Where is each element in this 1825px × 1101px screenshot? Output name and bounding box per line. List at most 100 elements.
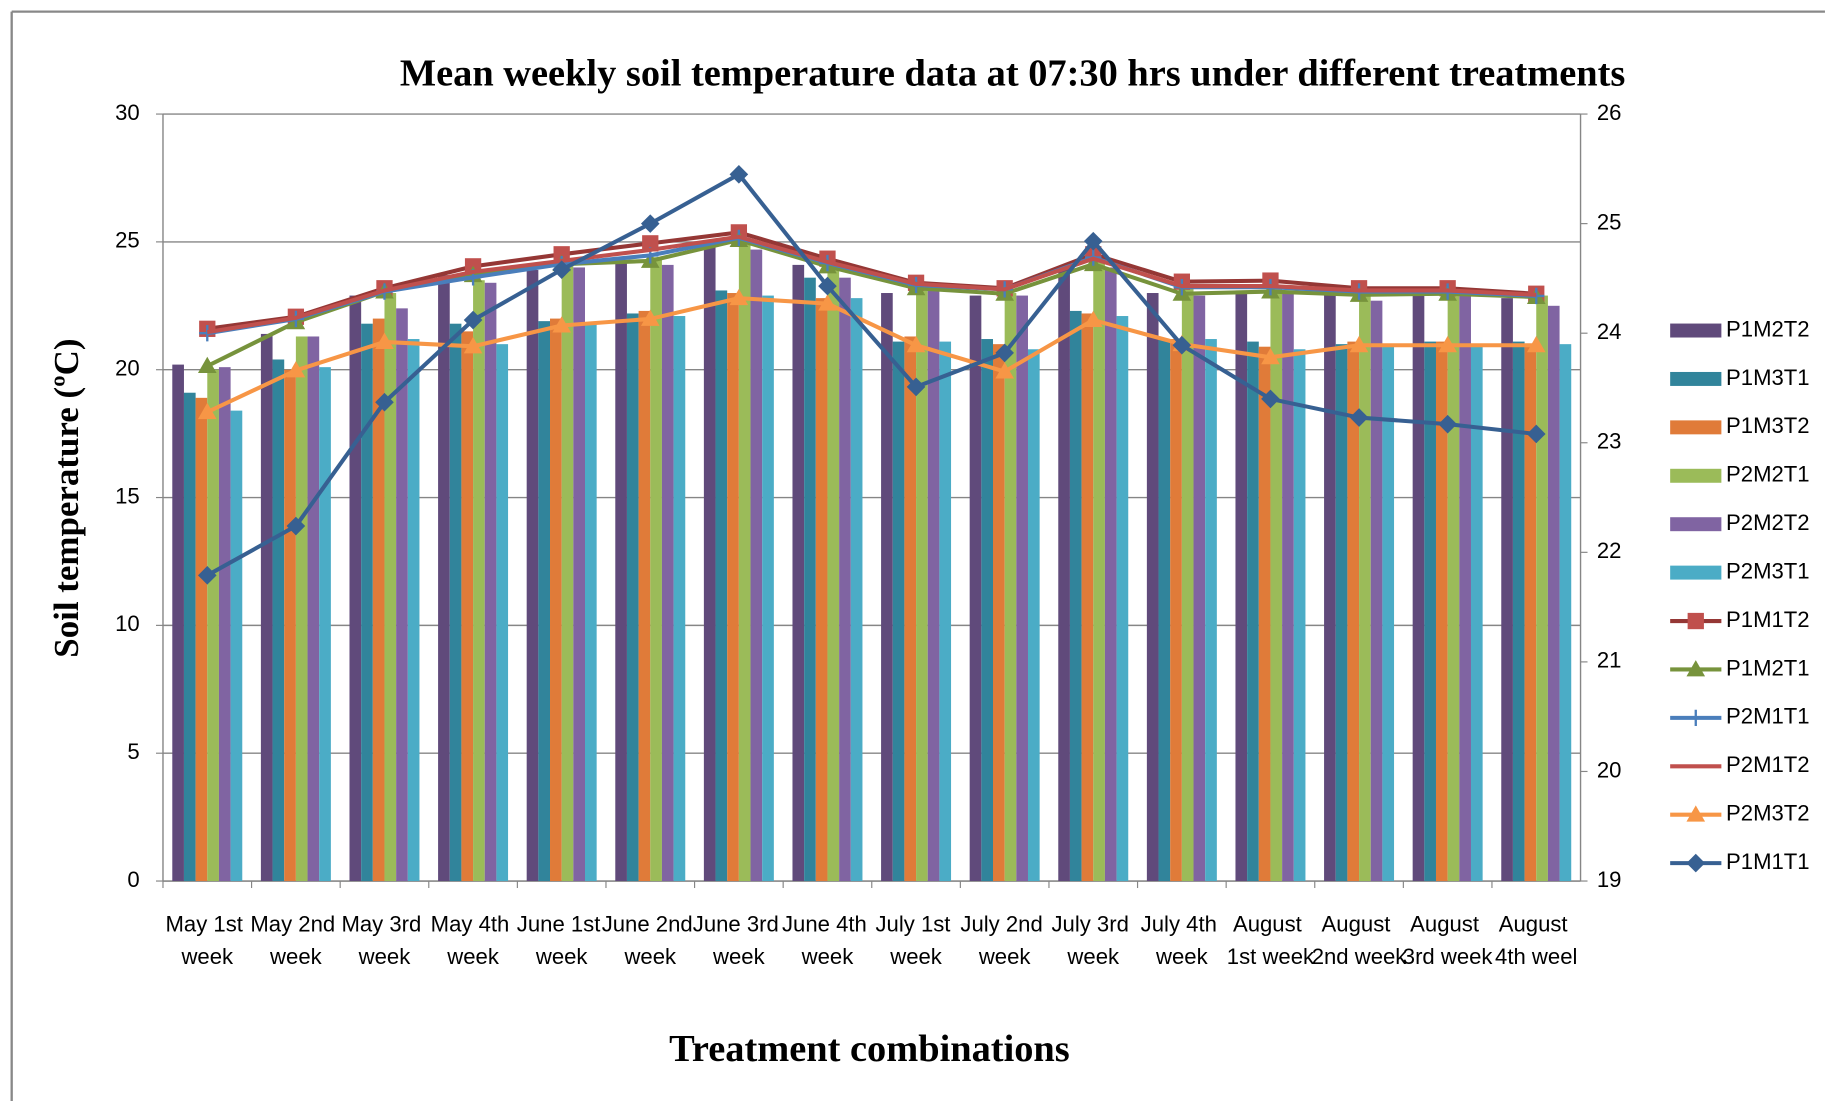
bar: [349, 295, 362, 882]
bar: [1536, 295, 1548, 882]
line-marker: [640, 214, 660, 233]
bar: [1069, 310, 1082, 882]
bar: [1270, 285, 1283, 882]
legend-entry: P2M2T2: [1670, 510, 1810, 535]
bar: [1016, 295, 1028, 882]
bar: [939, 341, 952, 882]
bar: [195, 397, 208, 882]
bar: [1501, 298, 1513, 882]
bar: [927, 290, 940, 882]
y2-tick-label: 23: [1597, 429, 1622, 454]
bar: [892, 341, 905, 882]
bar: [484, 282, 497, 882]
bar: [496, 344, 509, 882]
line-marker: [906, 335, 926, 353]
bar: [207, 369, 219, 882]
bar: [1081, 313, 1094, 882]
line-marker: [995, 362, 1014, 379]
bar: [1181, 285, 1194, 882]
line-marker: [1261, 347, 1280, 365]
legend-swatch: [1670, 323, 1722, 338]
legend-label: P2M1T1: [1726, 704, 1810, 729]
bar: [1027, 349, 1040, 882]
x-tick-label: May 2nd week: [250, 911, 341, 969]
line-marker: [197, 356, 217, 374]
x-tick-label: June 3rd week: [693, 911, 785, 969]
legend-entry: P2M1T2: [1670, 752, 1810, 777]
x-tick-label: May 1st week: [165, 911, 249, 969]
line-marker: [463, 310, 483, 330]
x-tick-label: August 3rd week: [1403, 911, 1494, 969]
bar: [904, 336, 917, 882]
bar: [1412, 293, 1425, 882]
legend-entry: P1M1T1: [1670, 849, 1810, 874]
legend-swatch: [1670, 371, 1722, 386]
bar: [615, 262, 627, 882]
y-tick-label: 5: [127, 739, 139, 764]
bar: [916, 285, 928, 882]
bar: [284, 369, 296, 882]
bar: [1093, 262, 1105, 882]
line-marker: [286, 516, 306, 536]
bar: [584, 323, 597, 882]
bar: [230, 410, 243, 882]
bar: [827, 267, 840, 882]
bar: [1347, 341, 1360, 882]
x-tick-label: July 1st week: [876, 911, 957, 969]
bar: [461, 331, 474, 882]
legend-entry: P2M3T2: [1670, 801, 1810, 826]
legend-label: P1M1T1: [1726, 849, 1810, 874]
bar: [626, 313, 639, 882]
bar: [361, 323, 373, 882]
bar: [1293, 349, 1306, 882]
bar: [407, 339, 420, 882]
x-tick-label: July 2nd week: [960, 911, 1049, 969]
bar: [550, 318, 562, 882]
bar: [969, 295, 982, 882]
bar: [438, 275, 450, 882]
line: [206, 172, 1537, 578]
legend-entry: P1M1T2: [1670, 607, 1810, 632]
line-marker: [197, 566, 217, 585]
bar: [1324, 293, 1336, 882]
line-marker: [1349, 335, 1369, 353]
y2-tick-label: 20: [1597, 757, 1622, 782]
line-marker: [1083, 231, 1103, 251]
bar: [981, 339, 993, 882]
bar: [815, 298, 828, 882]
line-marker: [552, 260, 571, 279]
y2-tick-label: 21: [1597, 648, 1622, 673]
bar: [839, 277, 851, 882]
x-axis-title: Treatment combinations: [669, 1028, 1070, 1070]
bar: [1116, 316, 1129, 882]
bar: [1424, 341, 1436, 882]
x-tick-label: July 3rd week: [1051, 911, 1135, 969]
bar: [473, 280, 485, 882]
bar: [881, 293, 893, 882]
x-tick-label: August 2nd week: [1312, 911, 1408, 969]
bar: [1158, 339, 1171, 882]
legend-label: P1M2T2: [1726, 316, 1810, 341]
x-tick-label: June 4th week: [782, 911, 873, 969]
line-marker: [1526, 335, 1546, 353]
legend-label: P1M2T1: [1726, 655, 1810, 680]
line-marker: [729, 165, 749, 184]
bar: [715, 290, 728, 882]
legend-swatch: [1670, 420, 1722, 435]
x-tick-label: May 4th week: [431, 911, 516, 969]
y-tick-label: 0: [127, 867, 139, 892]
bar: [1559, 344, 1572, 882]
line-marker: [906, 377, 926, 397]
bar: [792, 264, 805, 882]
y-tick-label: 25: [115, 228, 140, 253]
bar: [1193, 295, 1206, 882]
bar: [1205, 339, 1217, 882]
y-axis-title: Soil temperature (ºC): [47, 339, 86, 658]
legend-entry: P1M2T1: [1670, 655, 1810, 680]
bar: [1547, 305, 1560, 882]
legend-label: P2M3T2: [1726, 801, 1810, 826]
bar: [1512, 341, 1525, 882]
x-tick-label: August 1st week: [1227, 911, 1315, 969]
bar: [561, 262, 574, 882]
y-tick-label: 20: [115, 356, 140, 381]
